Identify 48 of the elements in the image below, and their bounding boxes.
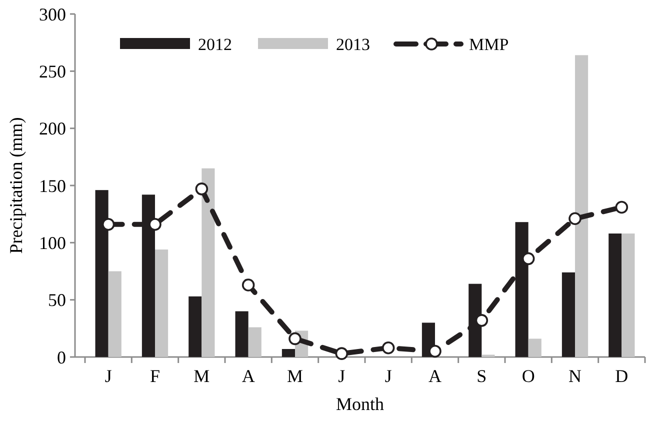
x-tick-label: A <box>242 366 255 386</box>
bar <box>188 296 202 357</box>
x-tick-label: N <box>568 366 582 386</box>
x-tick-label: D <box>615 366 628 386</box>
bar <box>248 327 262 357</box>
y-tick-label: 200 <box>39 118 66 139</box>
y-tick-label: 300 <box>39 4 66 24</box>
x-axis-title: Month <box>336 394 384 414</box>
legend-label: MMP <box>469 35 509 54</box>
bar <box>202 168 215 357</box>
bar <box>622 234 635 357</box>
point <box>288 332 302 346</box>
point <box>335 347 348 360</box>
x-tick-label: F <box>150 366 160 386</box>
point <box>102 218 115 231</box>
point <box>522 252 535 266</box>
x-tick-label: A <box>428 366 442 386</box>
bar <box>282 348 295 357</box>
x-tick-label: S <box>476 366 487 386</box>
x-tick-label: O <box>522 366 535 386</box>
point <box>148 218 162 231</box>
bar <box>235 311 248 357</box>
y-tick-label: 150 <box>39 176 66 196</box>
point <box>568 212 582 226</box>
legend-label: 2013 <box>336 35 370 54</box>
x-tick-label: M <box>286 366 304 386</box>
bar <box>108 271 122 357</box>
bar <box>155 250 168 357</box>
point <box>195 182 208 196</box>
y-tick-label: 100 <box>39 232 66 253</box>
bar <box>562 272 575 357</box>
point <box>382 341 395 354</box>
x-tick-label: J <box>338 366 346 386</box>
bar <box>575 55 588 357</box>
point <box>615 200 628 214</box>
x-tick-label: J <box>384 366 392 386</box>
point <box>475 314 488 327</box>
x-tick-label: M <box>194 366 210 386</box>
legend-label: 2012 <box>198 35 232 54</box>
y-tick-label: 250 <box>39 61 66 82</box>
point <box>428 344 442 358</box>
y-tick-label: 50 <box>48 290 66 310</box>
y-axis-title: Precipitation (mm) <box>6 117 26 254</box>
x-tick-label: J <box>104 366 112 386</box>
bar <box>608 234 622 357</box>
point <box>242 278 255 292</box>
y-tick-label: 0 <box>57 347 66 368</box>
bar <box>528 338 542 357</box>
